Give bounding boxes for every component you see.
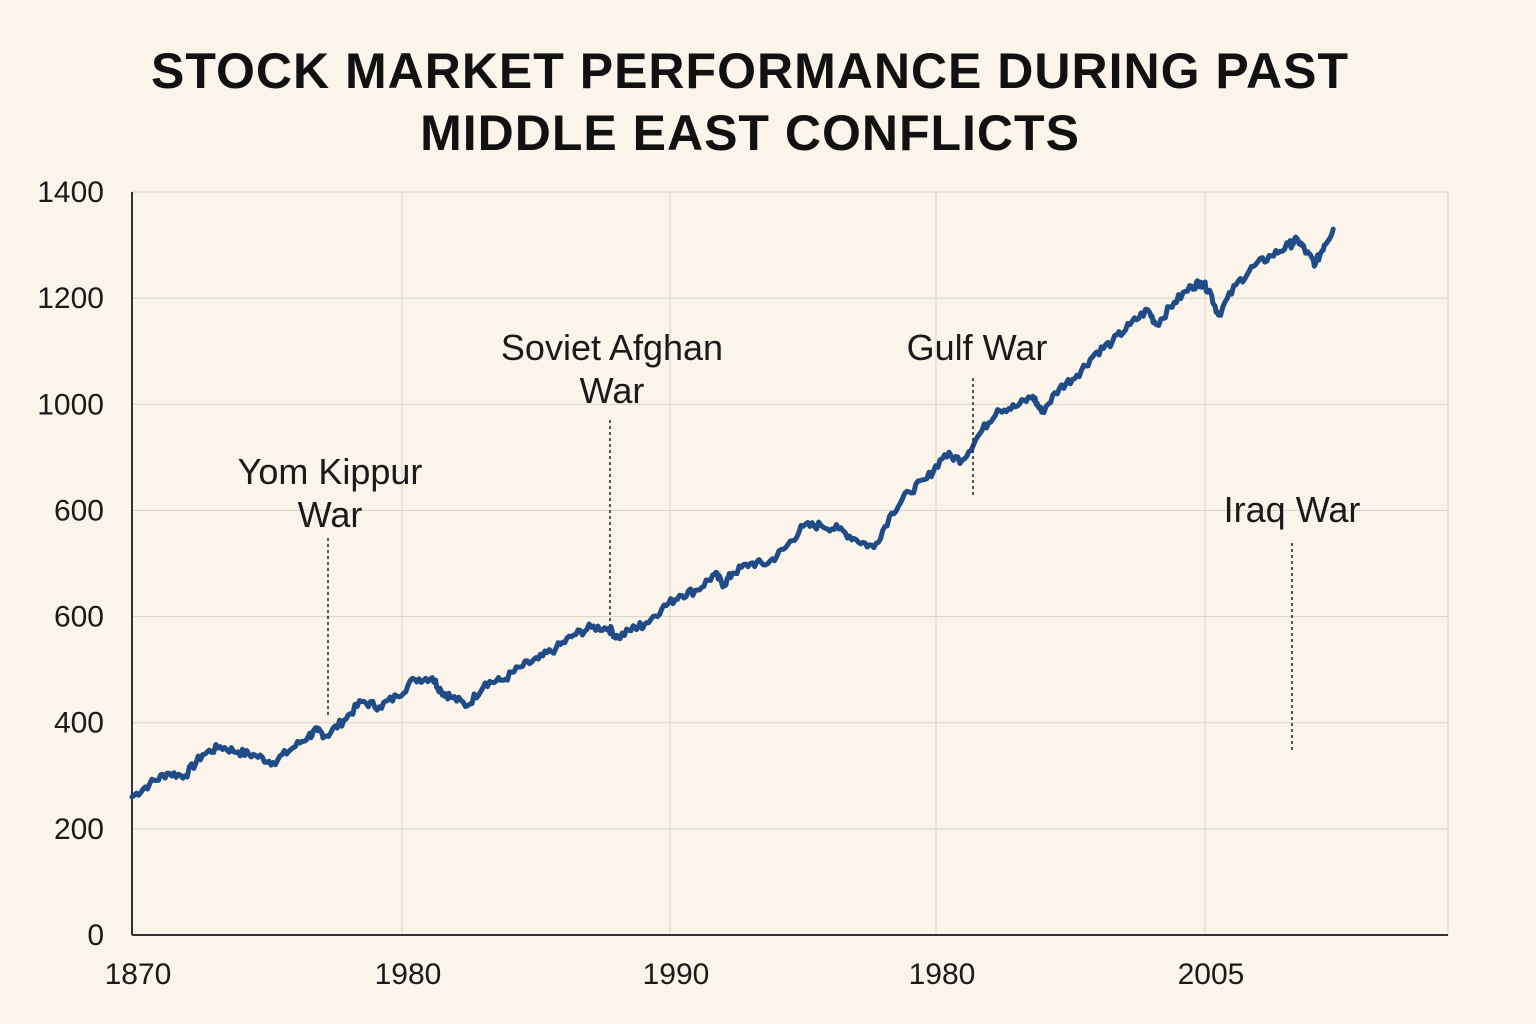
annotation-label: War xyxy=(580,370,645,411)
chart-title-line-2: MIDDLE EAST CONFLICTS xyxy=(420,105,1080,161)
series-line xyxy=(129,226,1336,800)
y-tick-label: 1400 xyxy=(37,176,104,209)
y-tick-label: 200 xyxy=(54,813,104,846)
annotation-label: Gulf War xyxy=(907,327,1048,368)
y-tick-label: 1200 xyxy=(37,282,104,315)
x-tick-label: 1990 xyxy=(643,958,710,991)
x-tick-label: 1870 xyxy=(105,958,172,991)
y-tick-label: 0 xyxy=(87,919,104,952)
chart-title: STOCK MARKET PERFORMANCE DURING PAST MID… xyxy=(0,40,1500,164)
x-tick-label: 1980 xyxy=(375,958,442,991)
chart-title-line-1: STOCK MARKET PERFORMANCE DURING PAST xyxy=(150,43,1350,99)
y-tick-label: 600 xyxy=(54,494,104,527)
y-tick-label: 600 xyxy=(54,601,104,634)
y-tick-label: 400 xyxy=(54,707,104,740)
annotation-label: Yom Kippur xyxy=(238,451,423,492)
x-tick-label: 1980 xyxy=(909,958,976,991)
annotation-label: War xyxy=(298,494,363,535)
x-tick-label: 2005 xyxy=(1178,958,1245,991)
y-tick-label: 1000 xyxy=(37,388,104,421)
annotation-label: Soviet Afghan xyxy=(501,327,723,368)
annotation-label: Iraq War xyxy=(1224,489,1361,530)
